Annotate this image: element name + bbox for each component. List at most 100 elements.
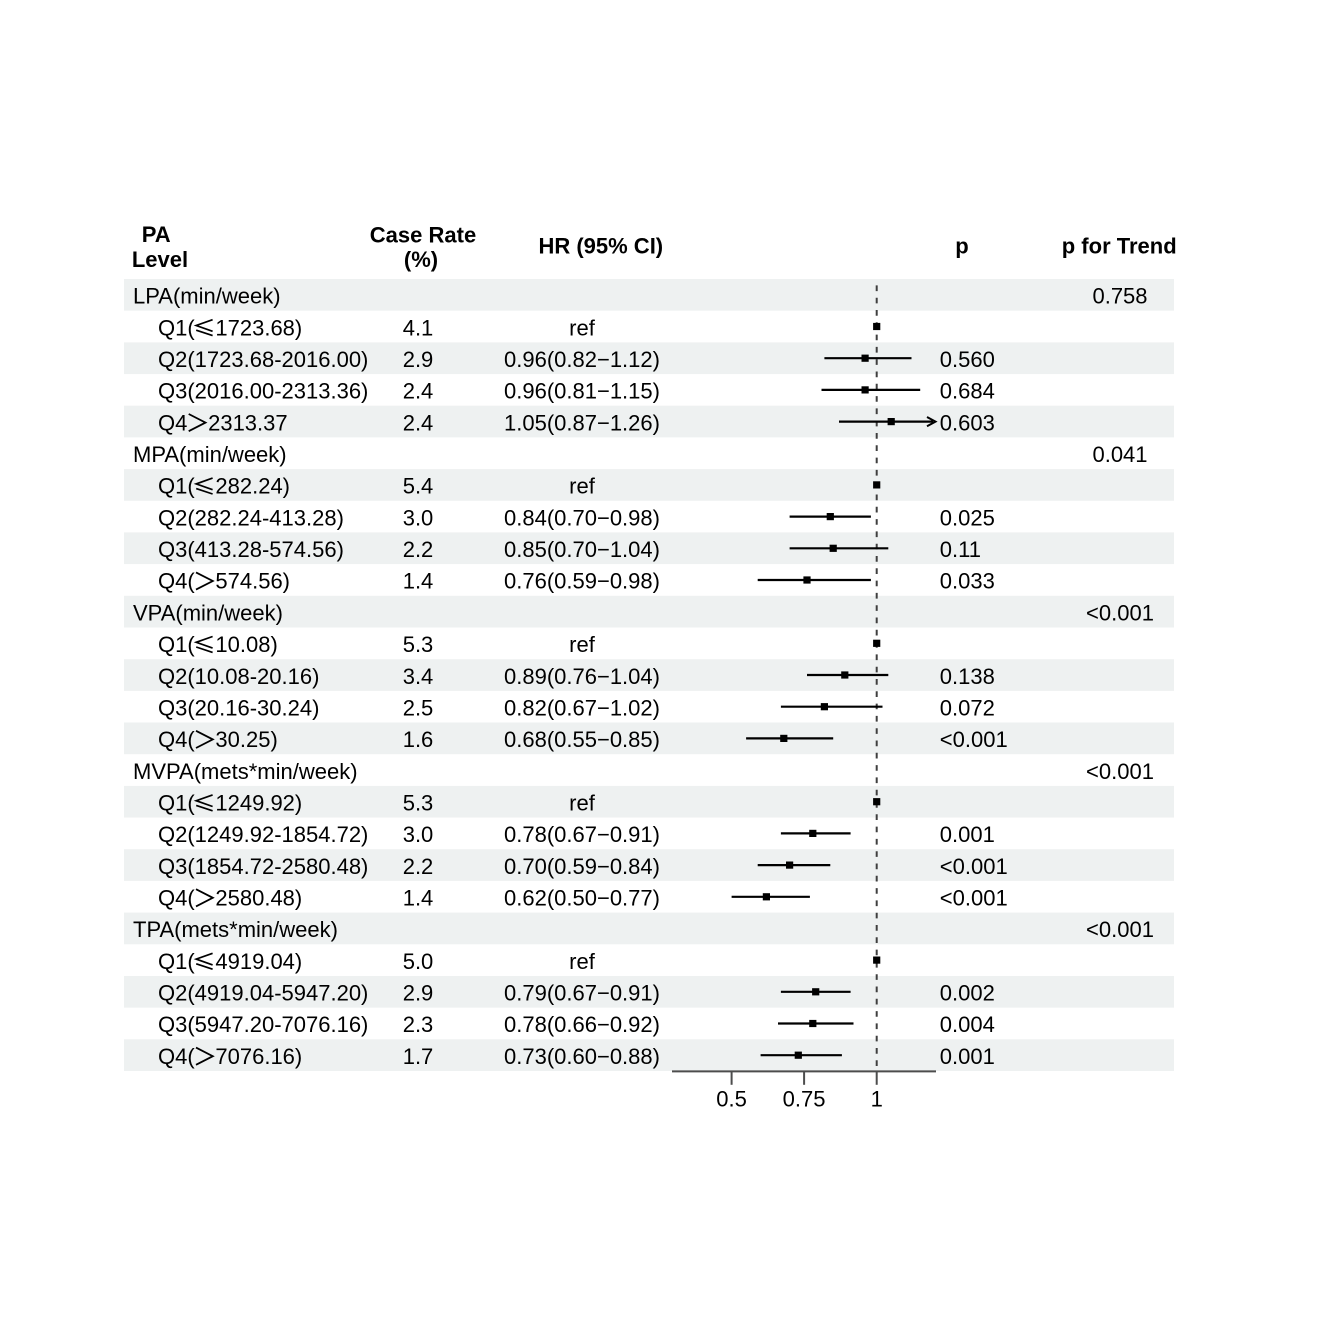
svg-text:0.138: 0.138 — [940, 664, 995, 689]
svg-text:5.3: 5.3 — [403, 632, 434, 657]
svg-text:Q2(282.24-413.28): Q2(282.24-413.28) — [158, 505, 344, 530]
svg-text:2.3: 2.3 — [403, 1012, 434, 1037]
svg-text:p for Trend: p for Trend — [1062, 234, 1177, 259]
svg-text:Q3(2016.00-2313.36): Q3(2016.00-2313.36) — [158, 379, 368, 404]
svg-text:Q1(: Q1( — [158, 474, 195, 499]
svg-text:Q1(: Q1( — [158, 949, 195, 974]
svg-text:1.4: 1.4 — [403, 569, 434, 594]
svg-text:0.004: 0.004 — [940, 1012, 995, 1037]
svg-text:<0.001: <0.001 — [1086, 917, 1154, 942]
svg-text:10.08): 10.08) — [215, 632, 277, 657]
svg-text:<0.001: <0.001 — [940, 727, 1008, 752]
svg-text:2.2: 2.2 — [403, 854, 434, 879]
svg-text:HR (95% CI): HR (95% CI) — [538, 234, 663, 259]
svg-text:2.4: 2.4 — [403, 379, 434, 404]
svg-text:LPA(min/week): LPA(min/week) — [133, 284, 281, 309]
svg-text:2580.48): 2580.48) — [215, 886, 302, 911]
svg-text:0.758: 0.758 — [1092, 284, 1147, 309]
svg-text:0.70(0.59−0.84): 0.70(0.59−0.84) — [504, 854, 660, 879]
svg-text:0.79(0.67−0.91): 0.79(0.67−0.91) — [504, 981, 660, 1006]
svg-text:MPA(min/week): MPA(min/week) — [133, 442, 287, 467]
svg-text:1249.92): 1249.92) — [215, 791, 302, 816]
svg-text:0.76(0.59−0.98): 0.76(0.59−0.98) — [504, 569, 660, 594]
svg-text:0.033: 0.033 — [940, 569, 995, 594]
svg-text:Q2(1723.68-2016.00): Q2(1723.68-2016.00) — [158, 347, 368, 372]
svg-text:Q2(1249.92-1854.72): Q2(1249.92-1854.72) — [158, 822, 368, 847]
svg-text:0.041: 0.041 — [1092, 442, 1147, 467]
svg-text:1.6: 1.6 — [403, 727, 434, 752]
svg-text:<0.001: <0.001 — [940, 886, 1008, 911]
svg-text:2.5: 2.5 — [403, 695, 434, 720]
svg-text:1723.68): 1723.68) — [215, 315, 302, 340]
svg-text:ref: ref — [569, 474, 596, 499]
svg-text:0.96(0.81−1.15): 0.96(0.81−1.15) — [504, 379, 660, 404]
svg-text:4919.04): 4919.04) — [215, 949, 302, 974]
svg-text:0.78(0.66−0.92): 0.78(0.66−0.92) — [504, 1012, 660, 1037]
svg-text:30.25): 30.25) — [215, 727, 277, 752]
svg-text:3.4: 3.4 — [403, 664, 434, 689]
svg-text:Level: Level — [132, 247, 188, 272]
svg-text:Q1(: Q1( — [158, 632, 195, 657]
svg-text:0.78(0.67−0.91): 0.78(0.67−0.91) — [504, 822, 660, 847]
svg-text:1.7: 1.7 — [403, 1044, 434, 1069]
svg-text:0.001: 0.001 — [940, 822, 995, 847]
svg-text:0.025: 0.025 — [940, 505, 995, 530]
svg-text:MVPA(mets*min/week): MVPA(mets*min/week) — [133, 759, 358, 784]
svg-text:Q4: Q4 — [158, 410, 187, 435]
svg-text:5.4: 5.4 — [403, 474, 434, 499]
svg-text:VPA(min/week): VPA(min/week) — [133, 600, 283, 625]
svg-text:ref: ref — [569, 632, 596, 657]
svg-text:3.0: 3.0 — [403, 505, 434, 530]
svg-text:Q2(4919.04-5947.20): Q2(4919.04-5947.20) — [158, 981, 368, 1006]
svg-text:1: 1 — [871, 1087, 883, 1112]
svg-text:282.24): 282.24) — [215, 474, 290, 499]
svg-text:0.560: 0.560 — [940, 347, 995, 372]
svg-text:<0.001: <0.001 — [1086, 600, 1154, 625]
svg-text:0.73(0.60−0.88): 0.73(0.60−0.88) — [504, 1044, 660, 1069]
svg-text:2.2: 2.2 — [403, 537, 434, 562]
svg-text:2.9: 2.9 — [403, 981, 434, 1006]
svg-text:7076.16): 7076.16) — [215, 1044, 302, 1069]
svg-text:Q3(5947.20-7076.16): Q3(5947.20-7076.16) — [158, 1012, 368, 1037]
svg-text:p: p — [955, 234, 968, 259]
svg-text:574.56): 574.56) — [215, 569, 290, 594]
svg-text:0.603: 0.603 — [940, 410, 995, 435]
svg-text:0.11: 0.11 — [940, 537, 981, 562]
svg-text:2.4: 2.4 — [403, 410, 434, 435]
svg-text:<0.001: <0.001 — [1086, 759, 1154, 784]
svg-text:Q3(1854.72-2580.48): Q3(1854.72-2580.48) — [158, 854, 368, 879]
svg-text:TPA(mets*min/week): TPA(mets*min/week) — [133, 917, 338, 942]
svg-text:ref: ref — [569, 791, 596, 816]
svg-text:0.684: 0.684 — [940, 379, 995, 404]
svg-text:5.0: 5.0 — [403, 949, 434, 974]
svg-text:0.82(0.67−1.02): 0.82(0.67−1.02) — [504, 695, 660, 720]
svg-text:Q4(: Q4( — [158, 886, 195, 911]
svg-text:0.001: 0.001 — [940, 1044, 995, 1069]
svg-text:0.072: 0.072 — [940, 695, 995, 720]
svg-text:ref: ref — [569, 315, 596, 340]
svg-text:Q3(20.16-30.24): Q3(20.16-30.24) — [158, 695, 319, 720]
svg-text:2313.37: 2313.37 — [208, 410, 288, 435]
svg-text:2.9: 2.9 — [403, 347, 434, 372]
svg-text:0.96(0.82−1.12): 0.96(0.82−1.12) — [504, 347, 660, 372]
svg-text:0.84(0.70−0.98): 0.84(0.70−0.98) — [504, 505, 660, 530]
svg-text:(%): (%) — [404, 247, 438, 272]
svg-text:ref: ref — [569, 949, 596, 974]
svg-text:0.5: 0.5 — [716, 1087, 747, 1112]
svg-text:<0.001: <0.001 — [940, 854, 1008, 879]
svg-text:Q4(: Q4( — [158, 1044, 195, 1069]
svg-text:Q4(: Q4( — [158, 727, 195, 752]
svg-text:Case Rate: Case Rate — [370, 223, 476, 248]
svg-text:0.68(0.55−0.85): 0.68(0.55−0.85) — [504, 727, 660, 752]
svg-text:1.05(0.87−1.26): 1.05(0.87−1.26) — [504, 410, 660, 435]
svg-text:PA: PA — [142, 222, 171, 247]
svg-text:Q2(10.08-20.16): Q2(10.08-20.16) — [158, 664, 319, 689]
svg-text:Q4(: Q4( — [158, 569, 195, 594]
svg-text:0.85(0.70−1.04): 0.85(0.70−1.04) — [504, 537, 660, 562]
svg-text:1.4: 1.4 — [403, 886, 434, 911]
svg-text:Q1(: Q1( — [158, 791, 195, 816]
svg-text:0.62(0.50−0.77): 0.62(0.50−0.77) — [504, 886, 660, 911]
svg-text:3.0: 3.0 — [403, 822, 434, 847]
svg-text:5.3: 5.3 — [403, 791, 434, 816]
svg-text:4.1: 4.1 — [403, 315, 434, 340]
